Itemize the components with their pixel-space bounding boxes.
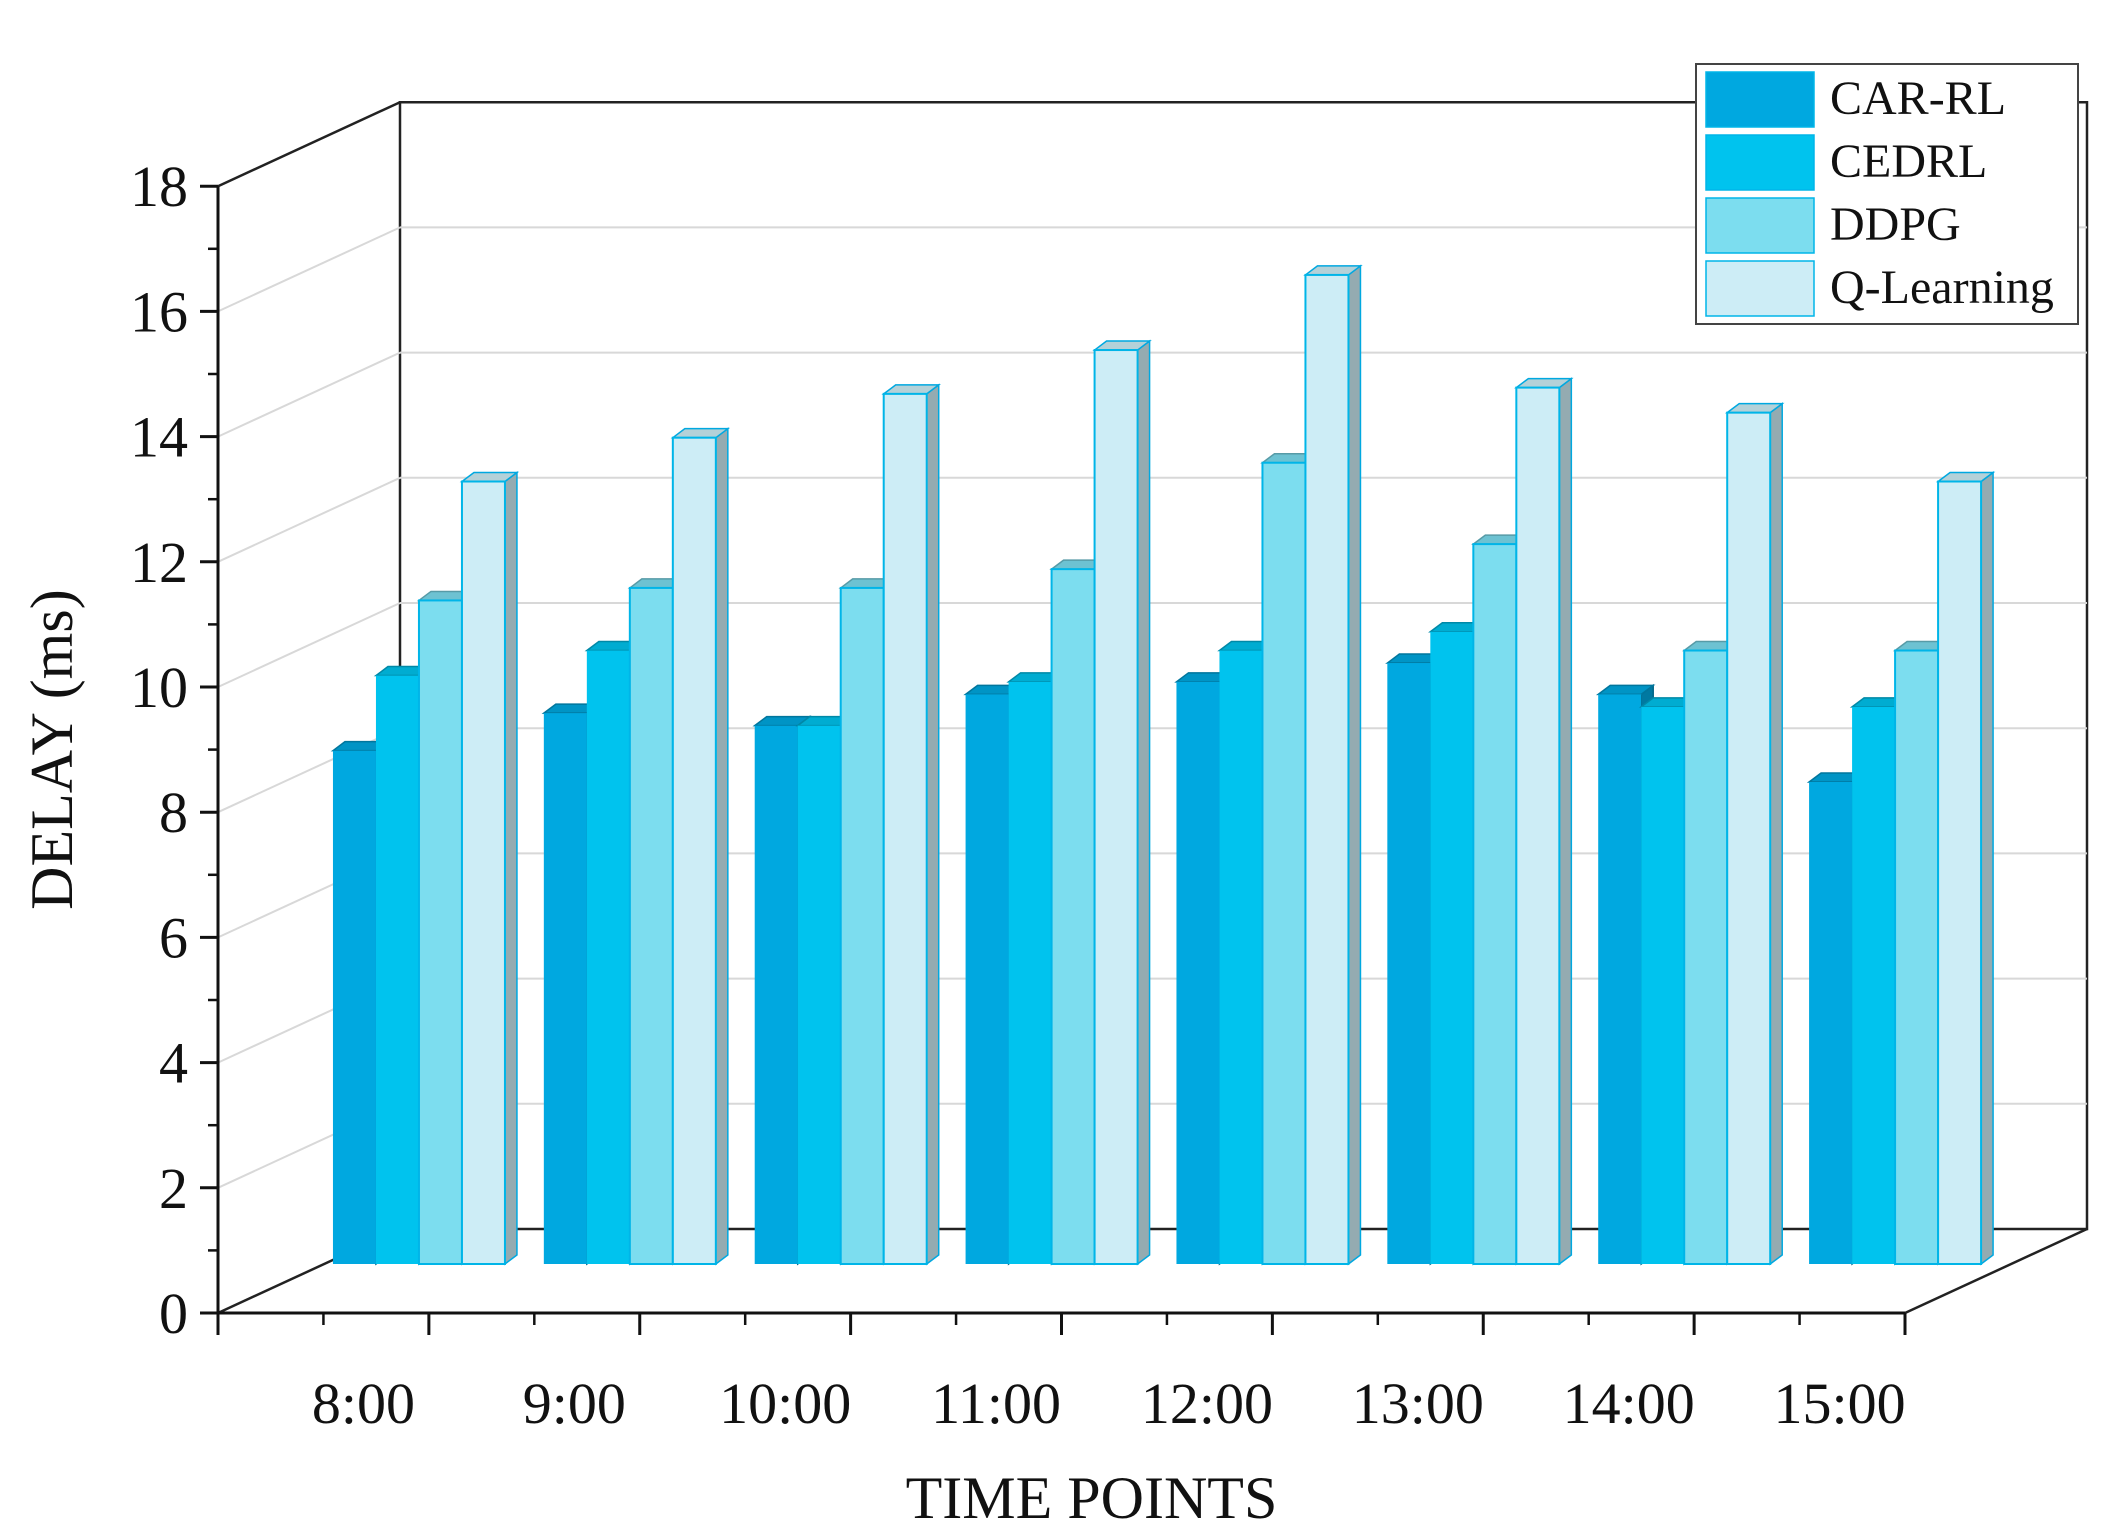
gridline-side bbox=[217, 602, 401, 688]
bar-front bbox=[1050, 568, 1096, 1265]
x-axis-title: TIME POINTS bbox=[906, 1465, 1278, 1531]
bar-front bbox=[543, 713, 587, 1264]
gridline-side bbox=[217, 226, 401, 313]
bar-front bbox=[628, 586, 674, 1265]
x-tick-label: 13:00 bbox=[1352, 1371, 1484, 1436]
bar bbox=[1935, 471, 1996, 1266]
bar-side bbox=[504, 471, 518, 1266]
legend-swatch bbox=[1705, 197, 1815, 254]
bar-front bbox=[754, 725, 798, 1264]
bar bbox=[1724, 402, 1785, 1266]
y-tick-label: 6 bbox=[159, 905, 188, 970]
gridline-side bbox=[217, 476, 401, 563]
bar-front bbox=[1472, 543, 1518, 1265]
bar-front bbox=[417, 599, 463, 1265]
y-tick-label: 12 bbox=[130, 530, 188, 595]
bar-side bbox=[1347, 264, 1362, 1266]
bar-front bbox=[1894, 649, 1940, 1265]
x-tick-label: 14:00 bbox=[1563, 1371, 1695, 1436]
bar bbox=[1806, 771, 1867, 1266]
bar-front bbox=[586, 650, 630, 1264]
left-wall-top-edge bbox=[217, 101, 401, 188]
y-tick-label: 14 bbox=[130, 405, 188, 470]
bar-front bbox=[460, 480, 506, 1265]
bar bbox=[1514, 377, 1574, 1266]
bar-front bbox=[1641, 706, 1685, 1264]
bar-front bbox=[882, 392, 928, 1265]
y-axis-title: DELAY (ms) bbox=[19, 589, 85, 910]
bar-side bbox=[925, 383, 940, 1266]
y-tick-label: 4 bbox=[159, 1031, 188, 1096]
legend: CAR-RL CEDRL DDPG Q-Learning bbox=[1695, 63, 2079, 325]
bar-front bbox=[1515, 386, 1561, 1266]
x-tick-label: 11:00 bbox=[931, 1371, 1061, 1436]
bar-side bbox=[1558, 377, 1573, 1266]
bar-front bbox=[1726, 411, 1772, 1265]
bar-front bbox=[332, 750, 376, 1264]
bar bbox=[670, 427, 731, 1266]
bar-front bbox=[1430, 631, 1474, 1264]
bar-front bbox=[1219, 650, 1263, 1264]
bar-front bbox=[1598, 694, 1642, 1264]
bar-front bbox=[797, 725, 841, 1264]
y-tick-label: 16 bbox=[130, 279, 188, 344]
bar-front bbox=[1093, 349, 1139, 1266]
bar-front bbox=[375, 675, 419, 1264]
legend-swatch bbox=[1705, 71, 1815, 128]
legend-label: Q-Learning bbox=[1830, 261, 2054, 314]
bar-front bbox=[1852, 706, 1896, 1264]
y-tick-label: 2 bbox=[159, 1156, 188, 1221]
bar bbox=[459, 471, 520, 1266]
bar bbox=[1092, 339, 1152, 1266]
y-tick-label: 8 bbox=[159, 780, 188, 845]
x-axis-ticks: 8:00 9:00 10:00 11:00 12:00 13:00 14:00 15:00 bbox=[216, 1313, 1907, 1436]
legend-label: CAR-RL bbox=[1830, 72, 2006, 125]
bar-front bbox=[1387, 663, 1431, 1264]
bar-front bbox=[671, 436, 717, 1265]
x-tick-label: 9:00 bbox=[523, 1371, 626, 1436]
gridline-side bbox=[217, 351, 401, 438]
floor-right-edge bbox=[1904, 1227, 2088, 1315]
bar-front bbox=[839, 586, 885, 1265]
x-tick-label: 10:00 bbox=[719, 1371, 851, 1436]
bar-front bbox=[1809, 781, 1853, 1264]
bar-side bbox=[1980, 471, 1994, 1266]
legend-swatch bbox=[1705, 134, 1815, 191]
bar bbox=[881, 383, 941, 1266]
x-tick-label: 15:00 bbox=[1774, 1371, 1906, 1436]
y-tick-label: 10 bbox=[130, 655, 188, 720]
bar-front bbox=[965, 694, 1009, 1264]
legend-label: DDPG bbox=[1830, 198, 1961, 251]
bar-front bbox=[1304, 273, 1350, 1266]
bar-front bbox=[1683, 649, 1729, 1265]
bar-side bbox=[715, 427, 729, 1266]
x-tick-label: 12:00 bbox=[1141, 1371, 1273, 1436]
bar-front bbox=[1261, 461, 1307, 1266]
bar-side bbox=[1769, 402, 1783, 1266]
legend-swatch bbox=[1705, 260, 1815, 317]
x-tick-label: 8:00 bbox=[312, 1371, 415, 1436]
bars bbox=[330, 264, 1996, 1266]
bar-side bbox=[1136, 339, 1151, 1266]
bar bbox=[1303, 264, 1363, 1266]
y-axis-ticks: 0 2 4 6 8 10 12 14 16 18 bbox=[130, 154, 218, 1346]
y-tick-label: 0 bbox=[159, 1281, 188, 1346]
legend-label: CEDRL bbox=[1830, 135, 1987, 188]
y-tick-label: 18 bbox=[130, 154, 188, 219]
bar-front bbox=[1008, 681, 1052, 1264]
bar-front bbox=[1176, 681, 1220, 1264]
bar-front bbox=[1937, 480, 1983, 1265]
